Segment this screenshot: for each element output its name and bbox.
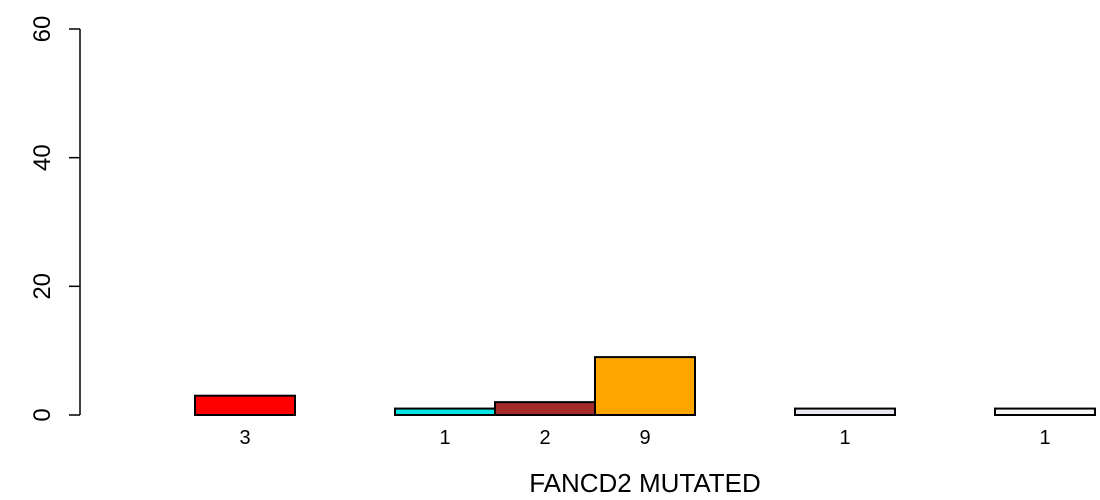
bars [194,356,1096,417]
bar-value-label: 2 [539,427,550,449]
bar [194,394,296,417]
bar-value-label: 3 [239,427,250,449]
bar-value-label: 1 [439,427,450,449]
y-tick-label: 20 [29,273,56,300]
bar-value-label: 1 [1039,427,1050,449]
bar [494,401,596,416]
y-tick-label: 0 [29,408,56,421]
y-tick-label: 40 [29,144,56,171]
bar [394,407,496,417]
y-tick-label: 60 [29,16,56,43]
bar-value-label: 1 [839,427,850,449]
bar-labels: 3 1 2 9 1 1 [239,427,1050,449]
bar [994,407,1096,417]
bar [794,407,896,417]
bar [594,356,696,417]
y-axis: 0 20 40 60 [29,16,81,422]
bar-value-label: 9 [639,427,650,449]
x-axis-title: FANCD2 MUTATED [529,468,761,498]
